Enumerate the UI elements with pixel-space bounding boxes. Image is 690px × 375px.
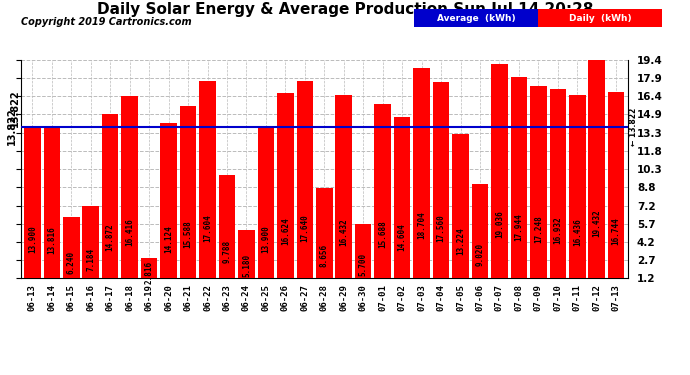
Bar [141, 258, 157, 278]
Bar [569, 95, 586, 278]
Text: Copyright 2019 Cartronics.com: Copyright 2019 Cartronics.com [21, 17, 191, 27]
Text: 5.700: 5.700 [359, 252, 368, 276]
Bar [511, 77, 527, 278]
Bar [491, 64, 508, 278]
Text: 17.560: 17.560 [437, 215, 446, 243]
Text: 13.822: 13.822 [7, 108, 17, 146]
Text: Daily  (kWh): Daily (kWh) [569, 14, 631, 23]
Text: 6.240: 6.240 [67, 251, 76, 274]
Text: 19.036: 19.036 [495, 210, 504, 238]
Text: 15.688: 15.688 [378, 220, 387, 248]
Text: 16.432: 16.432 [339, 218, 348, 246]
Bar [549, 90, 566, 278]
Bar [219, 175, 235, 278]
Bar [433, 82, 449, 278]
Bar [43, 127, 60, 278]
Text: 15.588: 15.588 [184, 220, 193, 248]
Text: 8.656: 8.656 [319, 244, 329, 267]
Text: 19.432: 19.432 [592, 209, 601, 237]
Bar [452, 134, 469, 278]
Bar [335, 96, 352, 278]
Text: Average  (kWh): Average (kWh) [437, 14, 515, 23]
Text: 14.872: 14.872 [106, 223, 115, 251]
Bar [608, 92, 624, 278]
Text: 9.788: 9.788 [222, 240, 231, 263]
Bar [121, 96, 138, 278]
Bar [83, 206, 99, 278]
Bar [530, 86, 546, 278]
Text: Daily Solar Energy & Average Production Sun Jul 14 20:28: Daily Solar Energy & Average Production … [97, 2, 593, 17]
Bar [277, 93, 294, 278]
Text: 7.184: 7.184 [86, 248, 95, 271]
Bar [180, 105, 197, 278]
Text: 13.900: 13.900 [262, 226, 270, 254]
Bar [355, 224, 371, 278]
Bar [472, 184, 489, 278]
Text: 13.224: 13.224 [456, 228, 465, 255]
Text: 16.416: 16.416 [125, 218, 134, 246]
Bar [102, 114, 119, 278]
Text: 14.604: 14.604 [397, 224, 406, 251]
Bar [160, 123, 177, 278]
Text: 17.944: 17.944 [515, 214, 524, 242]
Text: 16.932: 16.932 [553, 217, 562, 244]
Text: 17.248: 17.248 [534, 216, 543, 243]
Text: 14.124: 14.124 [164, 225, 173, 253]
Text: 17.604: 17.604 [203, 214, 212, 242]
Text: 13.822: 13.822 [10, 89, 20, 127]
Text: 13.816: 13.816 [48, 226, 57, 254]
Bar [297, 81, 313, 278]
Bar [257, 126, 274, 278]
Bar [24, 126, 41, 278]
Bar [316, 188, 333, 278]
Bar [375, 104, 391, 278]
Bar [394, 117, 411, 278]
Text: 9.020: 9.020 [475, 243, 484, 266]
Text: 17.640: 17.640 [300, 214, 309, 242]
Text: 5.180: 5.180 [242, 254, 251, 277]
Text: ← 13.822: ← 13.822 [629, 108, 638, 146]
Bar [589, 60, 605, 278]
Text: 16.436: 16.436 [573, 218, 582, 246]
Text: 2.816: 2.816 [145, 261, 154, 284]
Text: 13.900: 13.900 [28, 226, 37, 254]
Bar [413, 68, 430, 278]
Text: 16.744: 16.744 [612, 217, 621, 245]
Bar [63, 217, 79, 278]
Bar [238, 230, 255, 278]
Bar [199, 81, 216, 278]
Text: 16.624: 16.624 [281, 217, 290, 245]
Text: 18.704: 18.704 [417, 211, 426, 239]
